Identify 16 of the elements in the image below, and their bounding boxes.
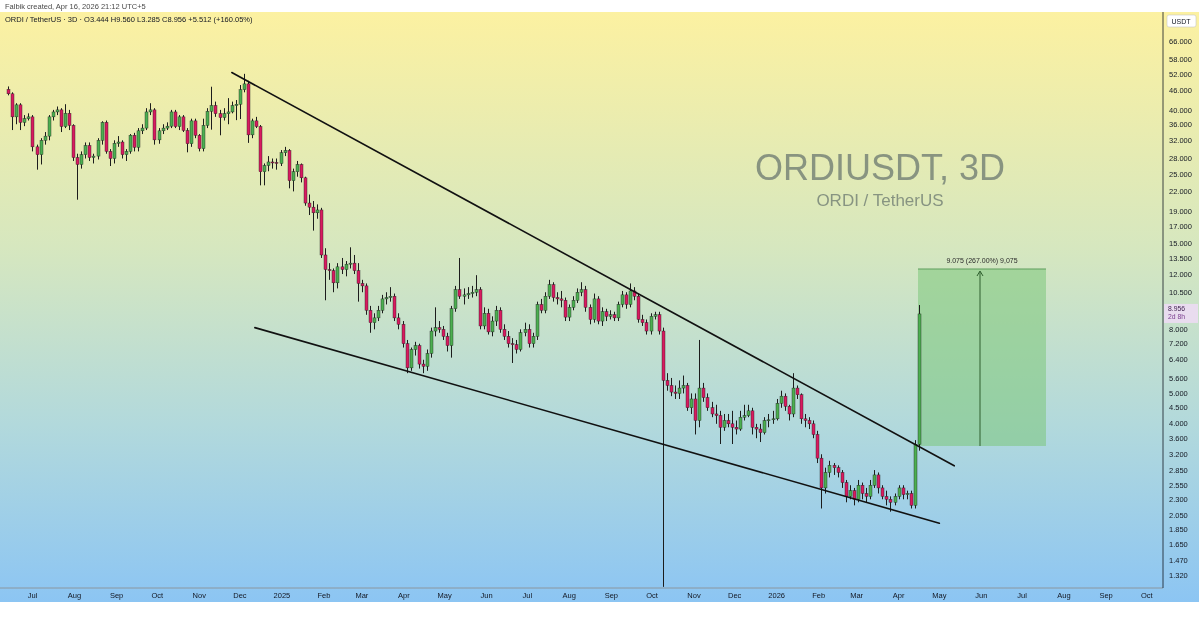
candlestick — [335, 262, 340, 289]
candlestick — [189, 118, 194, 148]
candlestick — [669, 377, 674, 397]
annotation: ORDI / TetherUS — [816, 191, 944, 210]
candlestick — [132, 132, 137, 152]
candlestick — [47, 114, 52, 141]
candlestick — [592, 293, 597, 324]
candlestick — [331, 267, 336, 293]
candlestick — [63, 103, 68, 129]
text: ORDIUSDT, 3D — [754, 147, 1006, 188]
candlestick — [596, 295, 601, 325]
candlestick — [136, 127, 141, 152]
candlestick — [750, 407, 755, 435]
candlestick — [486, 308, 491, 336]
candlestick — [112, 139, 117, 164]
candlestick — [144, 107, 149, 131]
